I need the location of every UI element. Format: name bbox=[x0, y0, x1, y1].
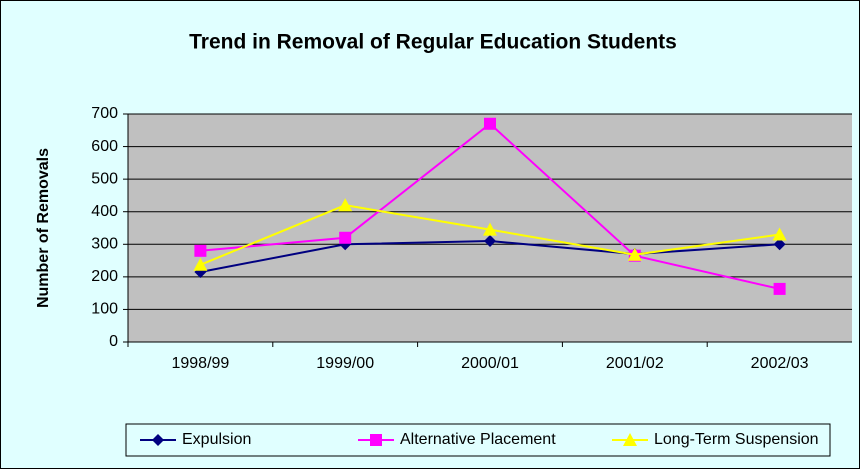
y-tick-label: 200 bbox=[91, 268, 118, 285]
legend-label: Expulsion bbox=[182, 431, 251, 448]
legend bbox=[125, 423, 831, 457]
x-tick-label: 1999/00 bbox=[316, 355, 374, 372]
x-tick-label: 1998/99 bbox=[171, 355, 229, 372]
y-tick-label: 100 bbox=[91, 301, 118, 318]
legend-marker bbox=[152, 434, 164, 446]
data-point bbox=[484, 117, 496, 130]
y-tick-label: 500 bbox=[91, 170, 118, 187]
y-tick-label: 600 bbox=[91, 138, 118, 155]
data-point bbox=[339, 231, 352, 244]
x-tick-label: 2000/01 bbox=[461, 355, 519, 372]
y-tick-label: 400 bbox=[91, 203, 118, 220]
data-point bbox=[193, 257, 208, 271]
data-point bbox=[483, 222, 497, 236]
legend-marker bbox=[370, 434, 382, 446]
data-point bbox=[194, 244, 207, 257]
y-axis-label: Number of Removals bbox=[35, 148, 52, 308]
data-point bbox=[484, 235, 496, 248]
legend-label: Alternative Placement bbox=[400, 431, 556, 448]
x-tick-label: 2001/02 bbox=[606, 355, 664, 372]
data-point bbox=[772, 227, 787, 241]
data-point bbox=[627, 247, 642, 261]
legend-label: Long-Term Suspension bbox=[654, 431, 819, 448]
y-tick-label: 0 bbox=[109, 333, 118, 350]
y-tick-label: 700 bbox=[91, 105, 118, 122]
data-point bbox=[338, 198, 353, 212]
data-point bbox=[773, 238, 786, 251]
y-tick-label: 300 bbox=[91, 236, 118, 253]
data-point bbox=[773, 282, 786, 295]
legend-marker bbox=[623, 433, 637, 446]
chart-title: Trend in Removal of Regular Education St… bbox=[189, 31, 677, 54]
x-tick-label: 2002/03 bbox=[751, 355, 809, 372]
